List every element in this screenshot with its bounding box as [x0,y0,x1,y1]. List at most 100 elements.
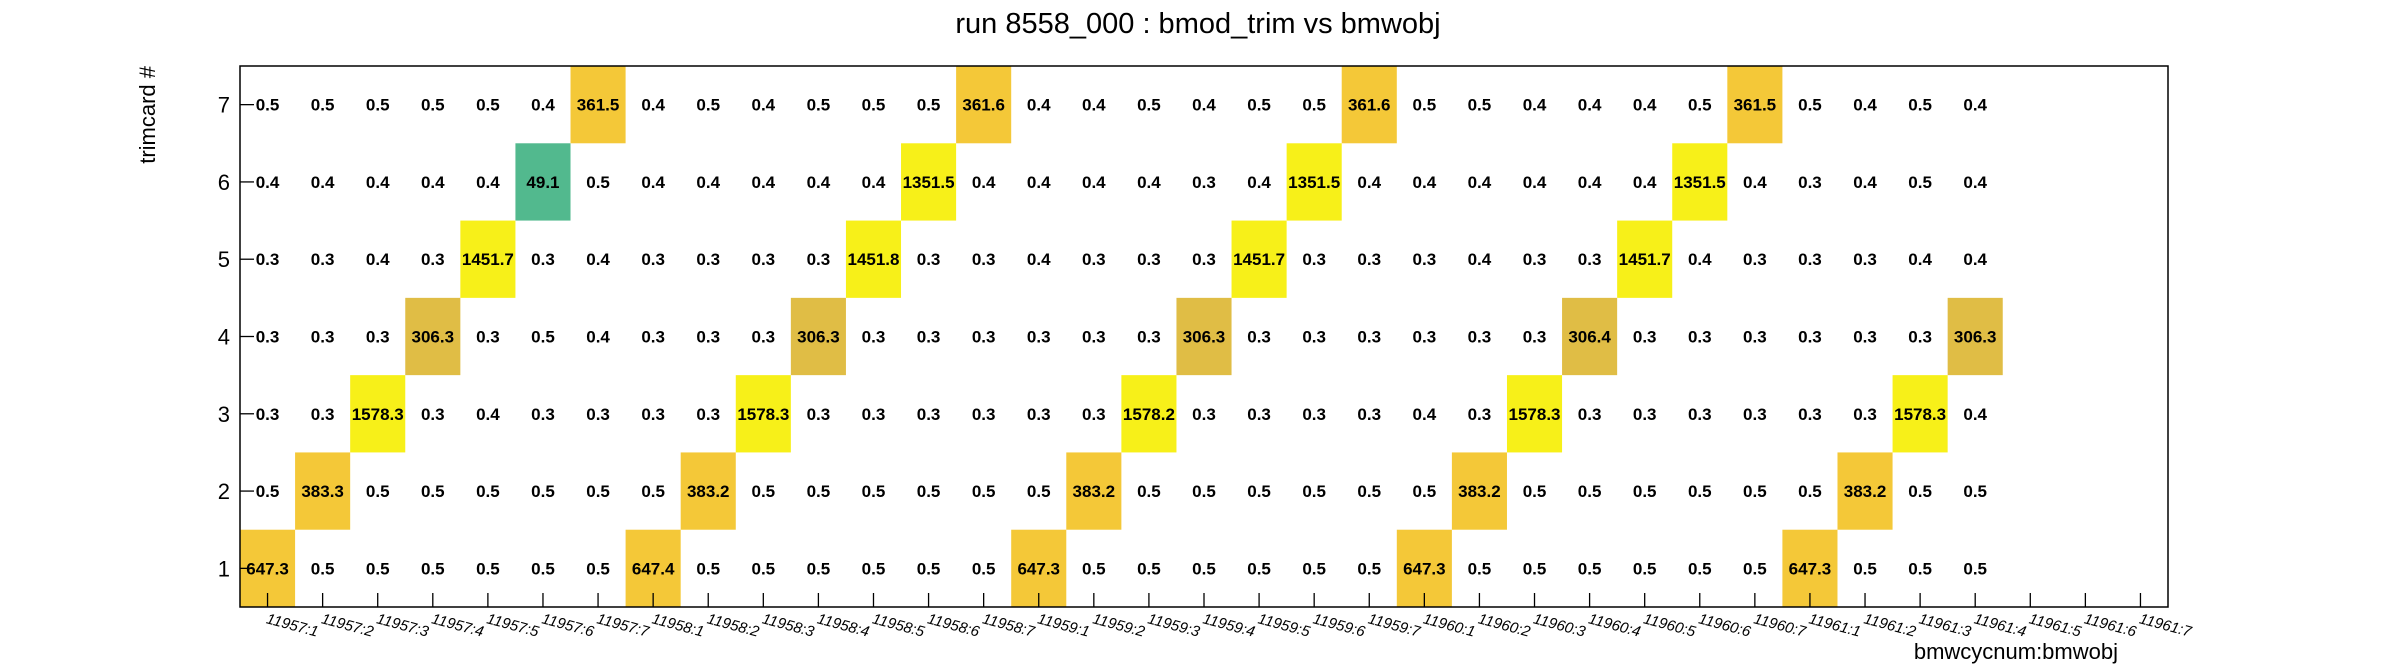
x-tick-label: 11960:4 [1587,610,1643,640]
x-tick-label: 11957:7 [595,610,651,640]
heatmap-cell [1176,297,1232,376]
cell-value-label: 0.4 [421,173,445,192]
cell-value-label: 0.3 [531,405,555,424]
x-tick-label: 11959:2 [1091,610,1147,640]
cell-value-label: 0.3 [311,328,335,347]
cell-value-label: 0.5 [1908,559,1932,578]
cell-value-label: 0.3 [1027,328,1051,347]
cell-value-label: 0.5 [807,482,831,501]
cell-value-label: 0.5 [1357,482,1381,501]
cell-value-label: 0.3 [1743,328,1767,347]
cell-value-label: 49.1 [526,173,559,192]
cell-value-label: 0.5 [1633,482,1657,501]
cell-value-label: 0.3 [862,328,886,347]
cell-value-label: 1451.7 [1233,250,1285,269]
cell-value-label: 0.3 [917,250,941,269]
cell-value-label: 0.5 [1027,482,1051,501]
cell-value-label: 0.5 [1192,559,1216,578]
x-tick-label: 11961:5 [2027,610,2083,640]
cell-value-label: 0.5 [1688,482,1712,501]
cell-value-label: 0.4 [1963,173,1987,192]
cell-value-label: 0.5 [366,96,390,115]
x-tick-label: 11958:4 [815,610,871,640]
x-tick-label: 11961:6 [2082,610,2138,640]
cell-value-label: 647.3 [1017,559,1060,578]
cell-value-label: 0.5 [366,482,390,501]
cell-value-label: 1351.5 [1288,173,1340,192]
cell-value-label: 0.5 [696,559,720,578]
cell-value-label: 0.3 [917,328,941,347]
cell-value-label: 0.3 [1743,405,1767,424]
y-tick-label: 1 [218,556,230,581]
x-tick-label: 11960:2 [1476,610,1532,640]
cell-value-label: 0.5 [1137,559,1161,578]
cell-value-label: 0.3 [1908,328,1932,347]
cell-value-label: 0.3 [1247,405,1271,424]
cell-value-label: 0.3 [807,405,831,424]
heatmap-cell [1066,452,1122,530]
x-tick-label: 11958:5 [870,610,926,640]
x-axis-label: bmwcycnum:bmwobj [1914,639,2118,664]
cell-value-label: 0.3 [1798,173,1822,192]
cell-value-label: 0.5 [862,482,886,501]
cell-value-label: 0.5 [1523,482,1547,501]
cell-value-label: 0.5 [1413,96,1437,115]
cell-value-label: 0.5 [476,559,500,578]
cell-value-label: 0.3 [1082,405,1106,424]
cell-value-label: 0.3 [1357,405,1381,424]
cell-value-label: 0.4 [1853,173,1877,192]
heatmap-cell [405,297,461,376]
cell-value-label: 383.2 [1458,482,1501,501]
x-tick-label: 11957:3 [375,610,431,640]
cell-value-label: 0.5 [1247,482,1271,501]
cell-value-label: 0.5 [1578,559,1602,578]
cell-value-label: 0.4 [1633,96,1657,115]
cell-value-label: 0.3 [807,250,831,269]
heatmap-cells [240,66,2003,607]
cell-value-label: 0.3 [586,405,610,424]
cell-value-label: 0.3 [1192,250,1216,269]
cell-value-label: 0.3 [311,250,335,269]
cell-value-label: 361.6 [1348,96,1391,115]
cell-value-label: 0.5 [1413,482,1437,501]
cell-value-label: 0.5 [311,96,335,115]
cell-value-label: 647.3 [1403,559,1446,578]
cell-value-label: 0.3 [531,250,555,269]
cell-value-label: 0.5 [256,482,280,501]
x-tick-label: 11960:5 [1642,610,1698,640]
cell-value-label: 0.3 [1798,405,1822,424]
cell-value-label: 0.3 [256,405,280,424]
cell-value-label: 0.5 [256,96,280,115]
x-tick-label: 11960:6 [1697,610,1753,640]
cell-value-label: 0.5 [1137,96,1161,115]
cell-value-label: 306.3 [1183,328,1226,347]
cell-value-label: 647.3 [246,559,289,578]
cell-value-label: 0.5 [1963,559,1987,578]
heatmap-cell [790,297,846,376]
heatmap-cell [1506,375,1563,453]
cell-value-label: 0.5 [476,96,500,115]
cell-value-label: 383.2 [1073,482,1116,501]
cell-value-label: 0.5 [1302,482,1326,501]
x-tick-label: 11959:1 [1036,610,1092,640]
cell-value-label: 1451.7 [1619,250,1671,269]
cell-value-label: 0.4 [1413,405,1437,424]
heatmap-cell [735,375,791,453]
heatmap-cell [845,220,902,298]
cell-value-label: 0.4 [1963,405,1987,424]
cell-value-label: 306.3 [1954,328,1997,347]
cell-value-label: 0.3 [862,405,886,424]
cell-value-label: 0.4 [1027,173,1051,192]
cell-value-label: 0.3 [1853,250,1877,269]
cell-value-label: 0.5 [1247,559,1271,578]
x-tick-label: 11960:7 [1752,610,1808,640]
heatmap-cell [515,143,571,221]
cell-value-label: 0.5 [1578,482,1602,501]
heatmap-cell [956,66,1012,144]
cell-value-label: 0.5 [1137,482,1161,501]
cell-value-label: 0.4 [586,250,610,269]
cell-value-label: 0.3 [1357,328,1381,347]
cell-value-label: 0.4 [1578,96,1602,115]
heatmap-cell [295,452,351,530]
